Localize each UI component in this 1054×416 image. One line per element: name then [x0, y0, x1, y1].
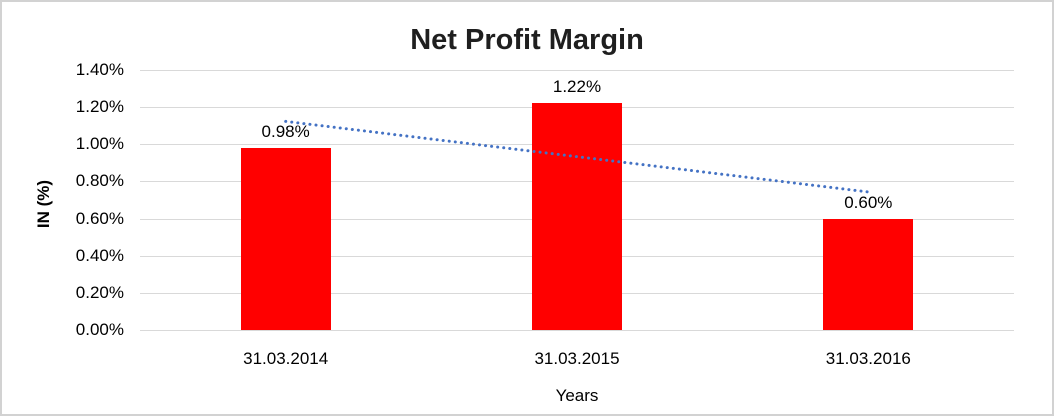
bar-data-label: 1.22%: [552, 77, 602, 96]
y-tick-label: 0.80%: [75, 171, 124, 190]
gridline: [140, 70, 1014, 71]
y-tick-label: 1.00%: [75, 134, 124, 153]
x-tick-label: 31.03.2014: [243, 349, 329, 368]
chart-title: Net Profit Margin: [410, 24, 644, 56]
x-tick-label: 31.03.2015: [534, 349, 620, 368]
category-slot: 0.98%: [140, 70, 431, 330]
trendline: [284, 119, 870, 194]
plot-area: 0.98% 1.22% 0.60%: [140, 70, 1014, 331]
y-tick-label: 0.40%: [75, 246, 124, 265]
category-slot: 1.22%: [431, 70, 722, 330]
x-tick-label: 31.03.2016: [825, 349, 911, 368]
y-axis-title: IN (%): [34, 179, 53, 229]
category-slot: 0.60%: [723, 70, 1014, 330]
gridline: [140, 330, 1014, 331]
x-axis-title: Years: [555, 386, 599, 405]
y-tick-label: 0.60%: [75, 209, 124, 228]
bar-31.03.2016: [823, 219, 914, 330]
y-tick-label: 1.40%: [75, 60, 124, 79]
bar-data-label: 0.98%: [261, 122, 310, 141]
bar-31.03.2015: [531, 103, 622, 330]
bar-data-label: 0.60%: [844, 193, 893, 212]
y-tick-label: 0.00%: [75, 320, 124, 339]
y-tick-label: 0.20%: [75, 283, 124, 302]
y-tick-label: 1.20%: [75, 97, 124, 116]
bar-31.03.2014: [240, 148, 331, 330]
